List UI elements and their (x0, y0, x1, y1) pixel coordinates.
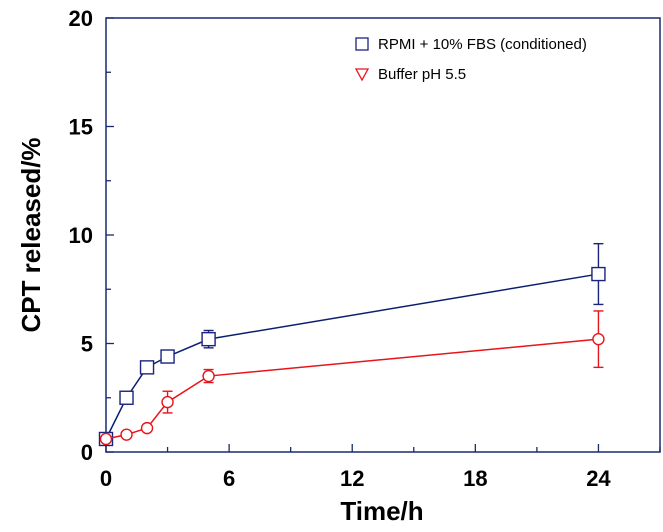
data-point (140, 421, 154, 435)
x-tick-label: 6 (223, 466, 235, 491)
x-tick-label: 0 (100, 466, 112, 491)
data-point (119, 390, 134, 405)
y-tick-label: 20 (69, 6, 93, 31)
data-point (202, 369, 215, 383)
data-point (201, 331, 216, 347)
data-point (160, 349, 175, 364)
x-axis-title: Time/h (340, 496, 423, 526)
series-layer (98, 242, 606, 447)
y-tick-label: 15 (69, 115, 93, 140)
series-line (105, 338, 599, 440)
y-tick-label: 0 (81, 440, 93, 465)
axes (105, 17, 661, 453)
legend-marker (354, 68, 370, 82)
y-tick-label: 5 (81, 332, 93, 357)
y-axis-title: CPT released/% (16, 137, 46, 332)
legend-label: Buffer pH 5.5 (378, 66, 466, 83)
legend-label: RPMI + 10% FBS (conditioned) (378, 36, 587, 53)
ticks: 0 6 12 18 24 0 5 10 15 20 (69, 6, 661, 491)
data-point (120, 428, 133, 441)
x-tick-label: 12 (340, 466, 364, 491)
plot-frame (105, 17, 661, 453)
data-point (161, 395, 174, 409)
series-line (105, 273, 599, 440)
x-tick-label: 18 (463, 466, 487, 491)
legend: RPMI + 10% FBS (conditioned) Buffer pH 5.… (354, 36, 587, 83)
data-point (591, 266, 606, 282)
data-point (592, 332, 605, 346)
data-point (99, 432, 113, 446)
series-2 (99, 310, 605, 446)
legend-marker (355, 37, 369, 51)
series-1 (98, 242, 606, 447)
data-point (139, 360, 155, 375)
y-tick-label: 10 (69, 223, 93, 248)
x-tick-label: 24 (586, 466, 611, 491)
